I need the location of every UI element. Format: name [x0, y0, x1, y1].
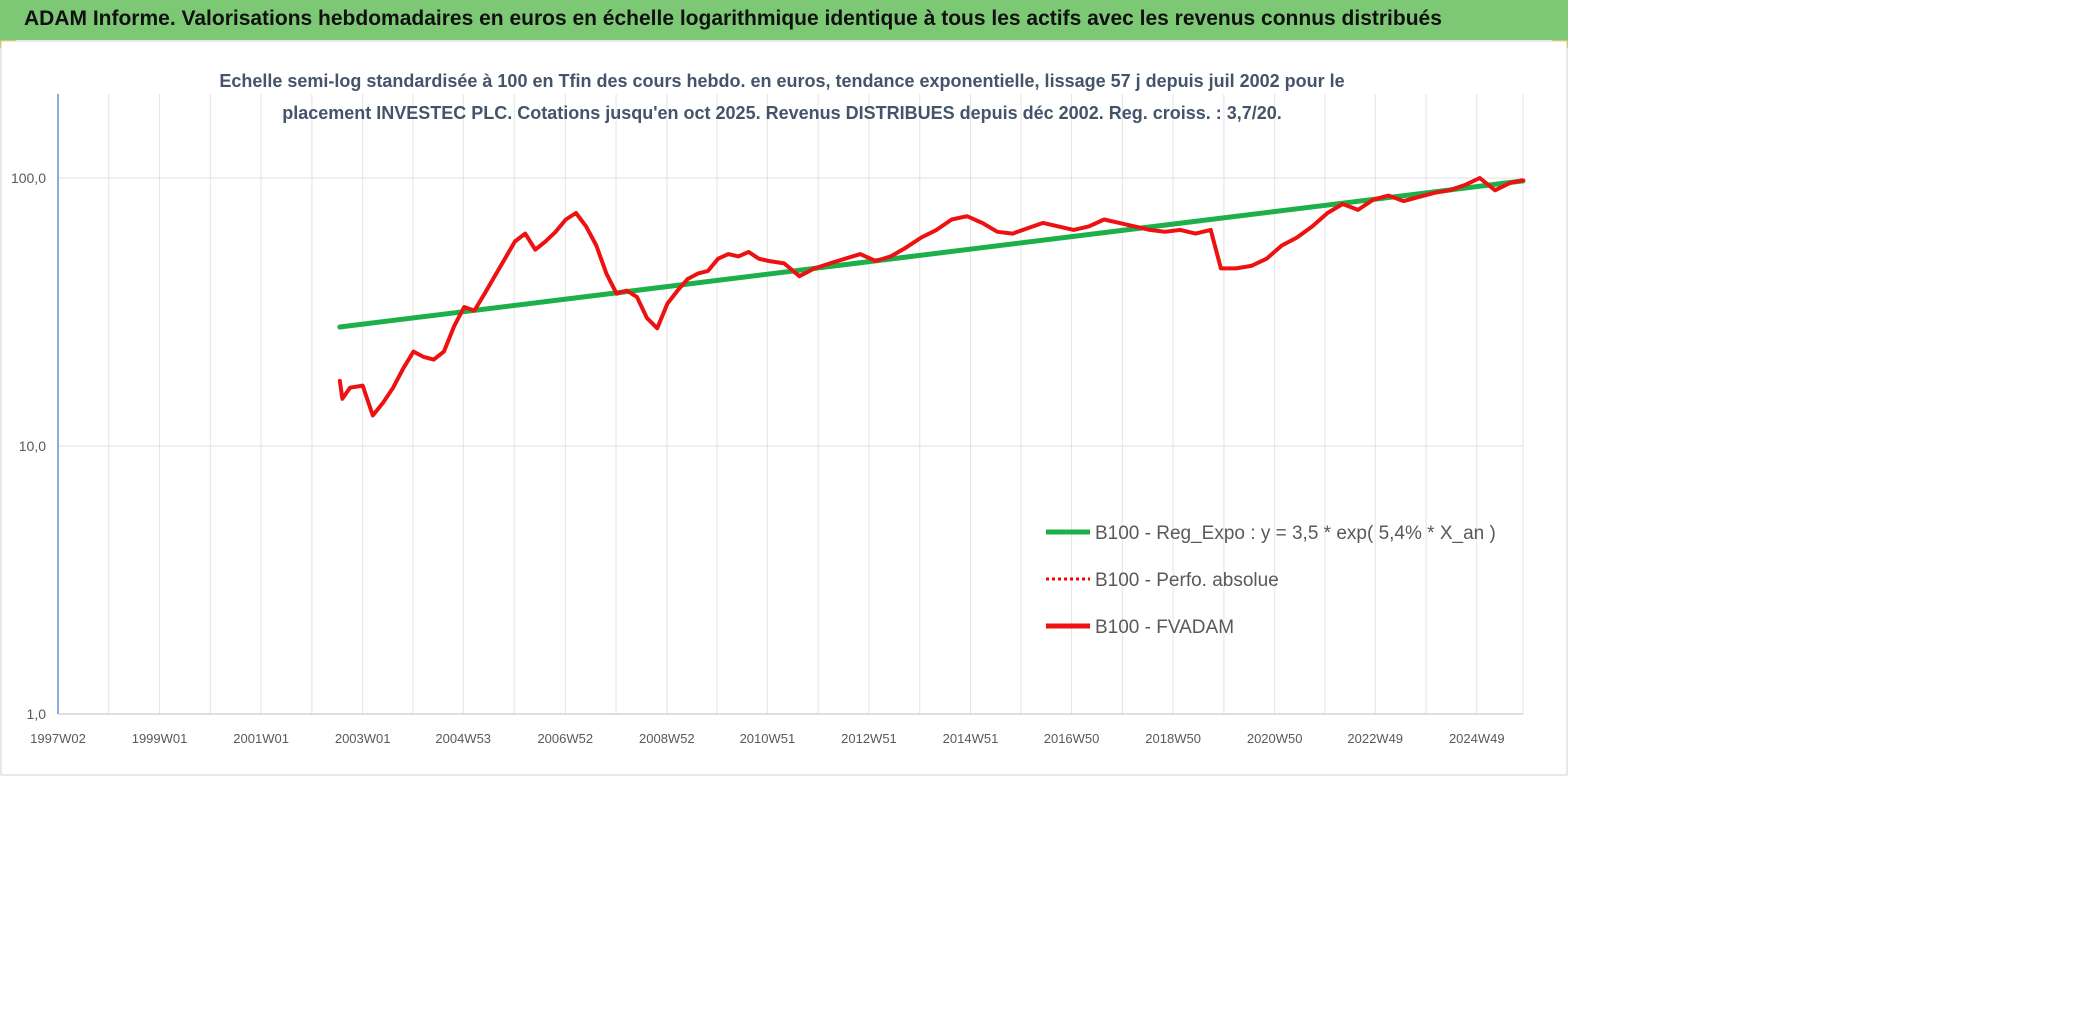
x-tick-label: 2003W01	[335, 731, 391, 746]
x-tick-label: 2014W51	[943, 731, 999, 746]
x-tick-label: 1997W02	[30, 731, 86, 746]
x-tick-label: 2020W50	[1247, 731, 1303, 746]
x-tick-label: 1999W01	[132, 731, 188, 746]
x-tick-label: 2016W50	[1044, 731, 1100, 746]
chart-legend: B100 - Reg_Expo : y = 3,5 * exp( 5,4% * …	[1046, 523, 1496, 638]
x-tick-label: 2022W49	[1347, 731, 1403, 746]
y-tick-label: 100,0	[11, 170, 46, 186]
legend-label-fvadam: B100 - FVADAM	[1095, 617, 1234, 638]
chart-series	[337, 176, 1526, 418]
report-frame: ADAM Informe. Valorisations hebdomadaire…	[0, 0, 1568, 776]
chart-border	[0, 40, 1568, 776]
series-trend-line	[337, 178, 1526, 330]
chart-axes: 1997W02 1999W01 2001W01 2003W01 2004W53 2006W…	[11, 94, 1523, 746]
log-line-chart: 1997W02 1999W01 2001W01 2003W01 2004W53 2006W…	[0, 40, 1568, 776]
x-tick-label: 2004W53	[435, 731, 491, 746]
chart-area: 1997W02 1999W01 2001W01 2003W01 2004W53 2006W…	[0, 40, 1568, 776]
x-tick-label: 2012W51	[841, 731, 897, 746]
x-tick-label: 2010W51	[740, 731, 796, 746]
y-tick-label: 10,0	[19, 438, 46, 454]
report-banner: ADAM Informe. Valorisations hebdomadaire…	[0, 0, 1568, 40]
y-tick-label: 1,0	[27, 706, 47, 722]
chart-title-line-1: Echelle semi-log standardisée à 100 en T…	[219, 71, 1344, 91]
legend-label-trend: B100 - Reg_Expo : y = 3,5 * exp( 5,4% * …	[1095, 523, 1496, 544]
legend-label-perf: B100 - Perfo. absolue	[1095, 570, 1279, 591]
x-tick-label: 2018W50	[1145, 731, 1201, 746]
x-tick-label: 2006W52	[537, 731, 593, 746]
x-tick-label: 2024W49	[1449, 731, 1505, 746]
report-title: ADAM Informe. Valorisations hebdomadaire…	[24, 7, 1442, 30]
x-tick-label: 2001W01	[233, 731, 289, 746]
chart-title-line-2: placement INVESTEC PLC. Cotations jusqu'…	[282, 103, 1282, 123]
series-fvadam-line	[337, 176, 1525, 418]
chart-grid	[58, 94, 1524, 715]
x-tick-label: 2008W52	[639, 731, 695, 746]
